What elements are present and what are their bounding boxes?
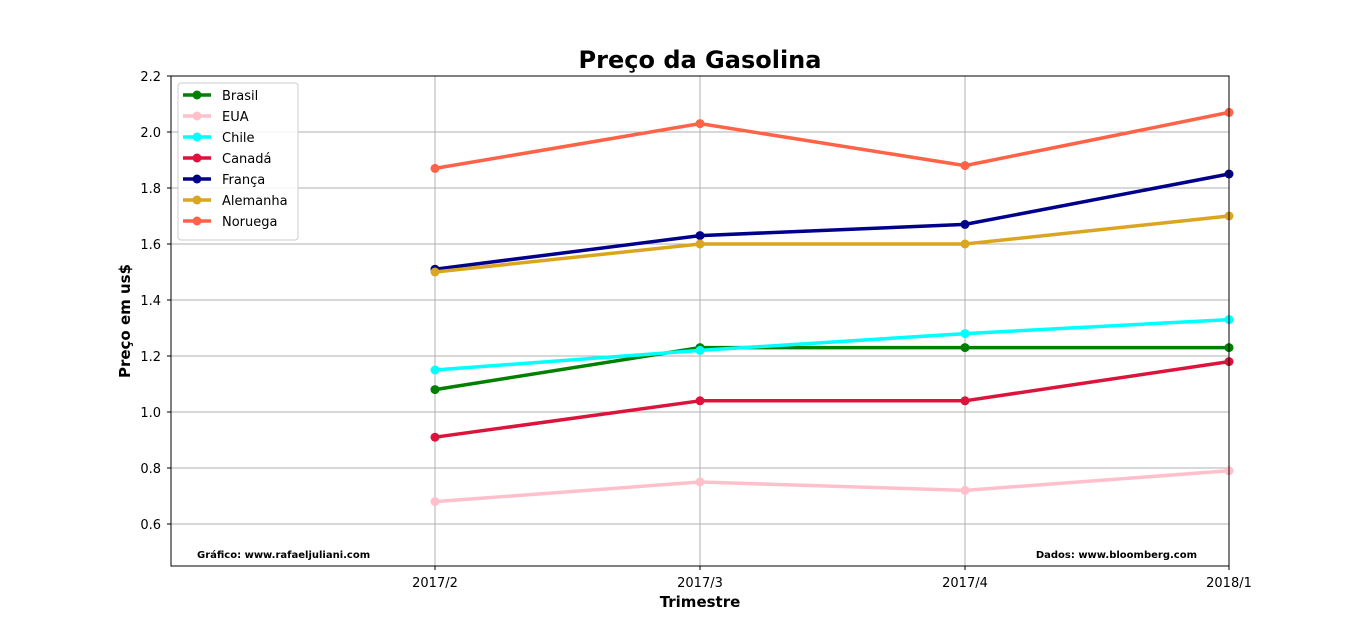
legend-swatch-marker xyxy=(192,174,202,184)
legend-swatch-marker xyxy=(192,216,202,226)
data-point xyxy=(960,219,970,229)
data-point xyxy=(695,119,705,129)
legend-swatch-marker xyxy=(192,132,202,142)
data-point xyxy=(695,231,705,241)
source-note-left: Gráfico: www.rafaeljuliani.com xyxy=(197,549,370,561)
y-tick-label: 1.6 xyxy=(140,238,161,253)
legend-entry: EUA xyxy=(183,110,249,125)
legend-swatch-marker xyxy=(192,195,202,205)
data-point xyxy=(430,163,440,173)
data-point xyxy=(960,343,970,353)
x-axis-ticks: 2017/2 2017/3 2017/4 2018/1 xyxy=(412,566,1252,591)
legend-label: Chile xyxy=(222,131,255,146)
legend-entry: França xyxy=(183,173,265,188)
y-axis-ticks: 0.6 0.8 1.0 1.2 1.4 1.6 1.8 2.0 2.2 xyxy=(140,70,171,533)
y-axis-label: Preço em us$ xyxy=(116,264,134,378)
series-line xyxy=(434,469,1230,504)
legend-swatch-marker xyxy=(192,90,202,100)
data-point xyxy=(430,497,440,507)
x-tick-label: 2017/2 xyxy=(412,576,458,591)
x-tick-label: 2017/4 xyxy=(942,576,988,591)
data-point xyxy=(695,345,705,355)
data-point xyxy=(695,396,705,406)
x-axis-label: Trimestre xyxy=(660,593,741,611)
legend-entry: Brasil xyxy=(183,89,258,104)
legend: Brasil EUA Chile Canadá França Alemanha Norueg… xyxy=(177,82,299,241)
legend-label: EUA xyxy=(222,110,249,125)
data-point xyxy=(430,385,440,395)
series-line xyxy=(434,359,1230,439)
data-point xyxy=(960,485,970,495)
legend-label: Brasil xyxy=(222,89,258,104)
legend-entry: Chile xyxy=(183,131,255,146)
series-line xyxy=(434,317,1230,372)
legend-label: Alemanha xyxy=(222,194,288,209)
y-tick-label: 1.8 xyxy=(140,182,161,197)
series-1 xyxy=(430,466,1234,507)
grid-lines xyxy=(171,75,1230,566)
chart-title: Preço da Gasolina xyxy=(579,46,822,74)
series-0 xyxy=(430,343,1234,395)
data-point xyxy=(430,365,440,375)
data-point xyxy=(960,329,970,339)
data-point xyxy=(960,161,970,171)
y-tick-label: 2.2 xyxy=(140,70,161,85)
series-3 xyxy=(430,357,1234,442)
data-point xyxy=(695,239,705,249)
series-line xyxy=(434,345,1229,392)
series-line xyxy=(434,110,1230,171)
data-point xyxy=(430,267,440,277)
y-tick-label: 2.0 xyxy=(140,126,161,141)
y-tick-label: 1.2 xyxy=(140,350,161,365)
y-tick-label: 1.0 xyxy=(140,406,161,421)
data-point xyxy=(695,477,705,487)
data-point xyxy=(430,432,440,442)
data-point xyxy=(960,396,970,406)
legend-label: Canadá xyxy=(222,152,271,167)
source-note-right: Dados: www.bloomberg.com xyxy=(1036,550,1197,561)
series-line xyxy=(434,172,1230,271)
y-tick-label: 0.6 xyxy=(140,518,161,533)
legend-entry: Noruega xyxy=(183,215,277,230)
x-tick-label: 2017/3 xyxy=(677,576,723,591)
series-line xyxy=(434,214,1230,274)
series-6 xyxy=(430,107,1234,173)
y-tick-label: 1.4 xyxy=(140,294,161,309)
legend-swatch-marker xyxy=(192,153,202,163)
legend-entry: Alemanha xyxy=(183,194,288,209)
legend-label: Noruega xyxy=(222,215,277,230)
x-tick-label: 2018/1 xyxy=(1206,576,1252,591)
series-2 xyxy=(430,315,1234,375)
series-layer xyxy=(430,107,1234,507)
y-tick-label: 0.8 xyxy=(140,462,161,477)
legend-swatch-marker xyxy=(192,111,202,121)
legend-label: França xyxy=(222,173,265,188)
data-point xyxy=(960,239,970,249)
legend-entry: Canadá xyxy=(183,152,271,167)
